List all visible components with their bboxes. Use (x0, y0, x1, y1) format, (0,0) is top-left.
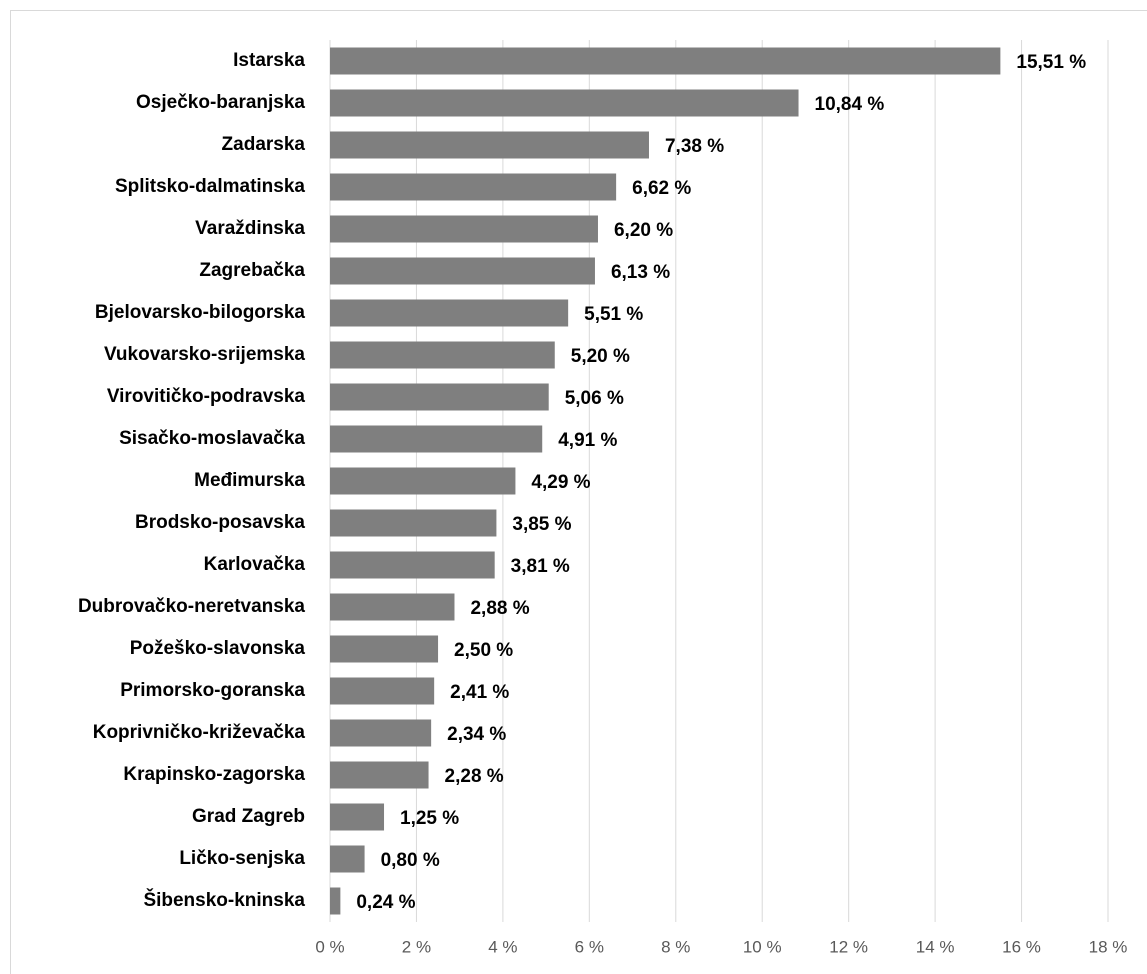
category-label: Grad Zagreb (192, 806, 305, 827)
x-tick-label: 6 % (575, 937, 604, 956)
x-tick-label: 4 % (488, 937, 517, 956)
bar (330, 383, 549, 411)
category-label: Šibensko-kninska (143, 889, 305, 911)
bar (330, 677, 435, 705)
category-label: Istarska (233, 50, 305, 71)
data-label: 3,81 % (511, 556, 570, 577)
x-tick-label: 8 % (661, 937, 690, 956)
data-label: 4,91 % (558, 430, 617, 451)
bar (330, 761, 429, 789)
x-tick-label: 16 % (1002, 937, 1041, 956)
data-label: 6,20 % (614, 220, 673, 241)
bar (330, 131, 649, 159)
data-label: 5,51 % (584, 304, 643, 325)
category-label: Dubrovačko-neretvanska (78, 596, 305, 617)
bar (330, 551, 495, 579)
data-label: 2,34 % (447, 724, 506, 745)
category-label: Sisačko-moslavačka (119, 428, 305, 449)
data-label: 5,20 % (571, 346, 630, 367)
bar (330, 425, 543, 453)
category-label: Međimurska (194, 470, 305, 491)
data-label: 2,50 % (454, 640, 513, 661)
category-label: Bjelovarsko-bilogorska (95, 302, 306, 323)
bar (330, 845, 365, 873)
category-label: Ličko-senjska (179, 848, 305, 869)
data-label: 5,06 % (565, 388, 624, 409)
category-label: Zagrebačka (199, 260, 305, 281)
category-label: Virovitičko-podravska (107, 386, 306, 407)
bar (330, 299, 569, 327)
data-label: 0,24 % (356, 892, 415, 913)
data-label: 4,29 % (531, 472, 590, 493)
category-label: Karlovačka (204, 554, 306, 575)
bar (330, 635, 439, 663)
bar (330, 593, 455, 621)
category-label: Vukovarsko-srijemska (104, 344, 305, 365)
x-tick-label: 14 % (916, 937, 955, 956)
x-tick-label: 10 % (743, 937, 782, 956)
data-label: 2,28 % (445, 766, 504, 787)
x-tick-label: 0 % (315, 937, 344, 956)
category-label: Požeško-slavonska (130, 638, 306, 659)
data-label: 6,62 % (632, 178, 691, 199)
category-label: Splitsko-dalmatinska (115, 176, 305, 197)
data-label: 15,51 % (1016, 52, 1086, 73)
bar (330, 509, 497, 537)
bar (330, 887, 341, 915)
chart-border (10, 10, 1147, 974)
category-label: Zadarska (222, 134, 306, 155)
data-label: 2,41 % (450, 682, 509, 703)
bar (330, 47, 1001, 75)
bar (330, 467, 516, 495)
bar (330, 89, 799, 117)
category-label: Koprivničko-križevačka (93, 722, 306, 743)
category-label: Krapinsko-zagorska (123, 764, 305, 785)
x-tick-label: 18 % (1089, 937, 1128, 956)
category-label: Varaždinska (195, 218, 305, 239)
data-label: 1,25 % (400, 808, 459, 829)
data-label: 2,88 % (470, 598, 529, 619)
data-label: 7,38 % (665, 136, 724, 157)
x-tick-label: 12 % (829, 937, 868, 956)
data-label: 0,80 % (381, 850, 440, 871)
category-label: Brodsko-posavska (135, 512, 305, 533)
bar (330, 341, 555, 369)
bar (330, 803, 385, 831)
data-label: 6,13 % (611, 262, 670, 283)
category-label: Osječko-baranjska (136, 92, 305, 113)
data-label: 10,84 % (815, 94, 885, 115)
category-label: Primorsko-goranska (120, 680, 305, 701)
bar (330, 215, 598, 243)
data-label: 3,85 % (512, 514, 571, 535)
bar (330, 719, 432, 747)
x-tick-label: 2 % (402, 937, 431, 956)
bar (330, 257, 595, 285)
bar (330, 173, 617, 201)
